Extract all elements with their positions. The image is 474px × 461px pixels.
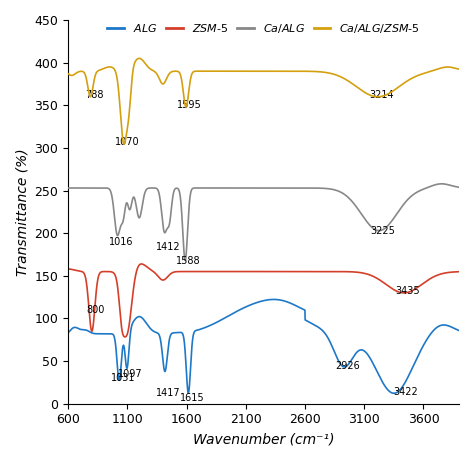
Text: 1588: 1588 <box>176 256 201 266</box>
Legend: $ALG$, $ZSM$-$5$, $Ca/ALG$, $Ca/ALG/ZSM$-$5$: $ALG$, $ZSM$-$5$, $Ca/ALG$, $Ca/ALG/ZSM$… <box>103 18 425 40</box>
Text: 3422: 3422 <box>393 387 419 396</box>
Text: 3214: 3214 <box>369 90 393 100</box>
Text: 3435: 3435 <box>395 286 420 296</box>
Text: 1097: 1097 <box>118 369 143 379</box>
Text: 1070: 1070 <box>115 137 140 147</box>
Y-axis label: Transmittance (%): Transmittance (%) <box>15 148 29 276</box>
Text: 1412: 1412 <box>155 242 180 252</box>
Text: 1031: 1031 <box>110 373 135 383</box>
Text: 1417: 1417 <box>156 388 181 398</box>
Text: 1595: 1595 <box>177 100 202 110</box>
X-axis label: Wavenumber (cm⁻¹): Wavenumber (cm⁻¹) <box>193 432 334 446</box>
Text: 788: 788 <box>85 90 103 100</box>
Text: 800: 800 <box>86 305 105 315</box>
Text: 2926: 2926 <box>335 361 360 371</box>
Text: 1615: 1615 <box>180 393 204 402</box>
Text: 3225: 3225 <box>370 226 395 236</box>
Text: 1016: 1016 <box>109 236 133 247</box>
